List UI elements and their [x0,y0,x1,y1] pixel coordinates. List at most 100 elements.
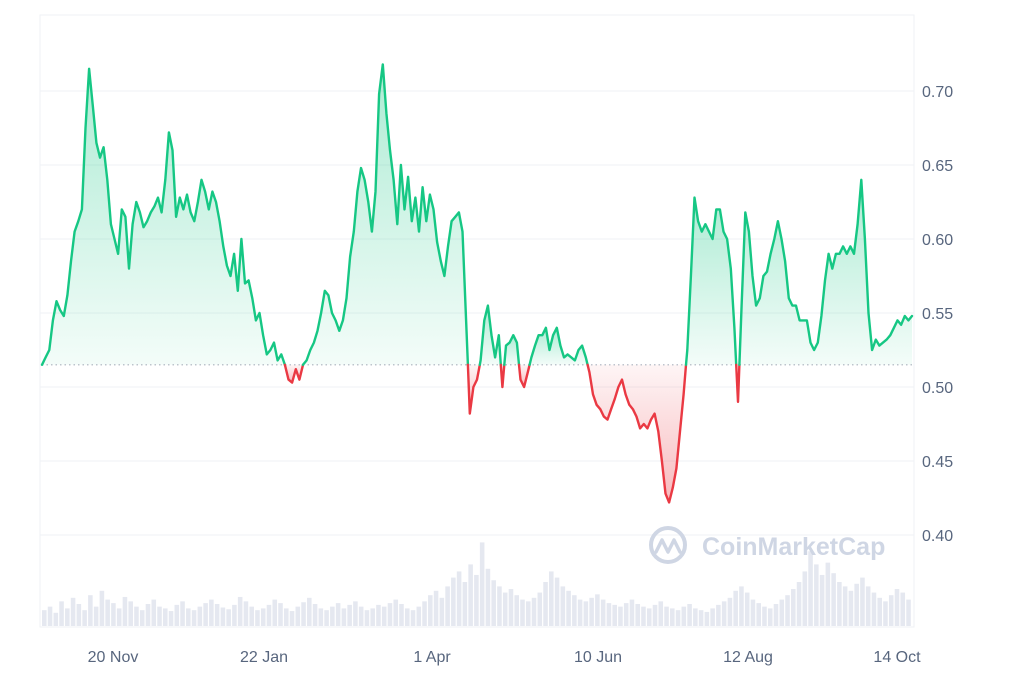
volume-bar [260,608,266,626]
volume-bar [203,603,208,626]
volume-bar [531,597,537,626]
volume-bar [606,603,612,626]
x-tick-label: 22 Jan [240,649,288,666]
volume-bar [842,586,848,626]
volume-bar [353,601,358,626]
volume-bar [295,606,301,626]
volume-bar [318,608,324,626]
volume-bar [428,595,433,626]
volume-bar [93,606,99,626]
volume-bar [802,571,808,626]
volume-bar [525,601,531,626]
volume-bar [162,608,168,626]
volume-bar [168,611,174,626]
volume-bar [767,608,773,626]
volume-bar [105,599,110,626]
volume-bar [243,601,249,626]
volume-bar [180,601,185,626]
volume-bar [307,597,312,626]
volume-bar [404,608,410,626]
price-line-down [586,363,688,504]
watermark-text: CoinMarketCap [702,533,885,561]
y-tick-label: 0.65 [922,158,953,175]
volume-bar [347,604,352,626]
volume-bar [157,606,162,626]
price-line-up [40,67,287,366]
volume-bar [744,592,750,626]
area-above-baseline [42,68,285,365]
volume-bar [76,604,82,626]
price-line-up [684,196,738,366]
price-line-up [478,304,502,366]
volume-bar [301,602,306,626]
volume-bar [387,603,393,626]
volume-bar [47,606,53,626]
volume-bar [410,610,416,626]
volume-bar [566,590,571,626]
price-area-fills [42,64,912,503]
x-tick-label: 10 Jun [574,649,622,666]
volume-bar [583,601,589,626]
volume-bar [762,606,767,626]
volume-bar [53,612,59,626]
price-line-down [517,363,531,389]
price-line-up [738,178,914,366]
volume-bar [335,603,341,626]
x-tick-label: 14 Oct [873,649,921,666]
volume-bar [266,604,272,626]
volume-bar [543,582,548,626]
volume-bar [128,601,133,626]
volume-bar [502,592,508,626]
volume-bar [860,577,865,626]
volume-bar [906,599,911,626]
volume-bar [848,590,854,626]
volume-bar [819,574,825,626]
volume-bar [808,551,813,626]
volume-bar [59,601,64,626]
volume-bar [814,564,819,626]
volume-bar [191,610,197,626]
volume-bar [358,606,364,626]
volume-bar [710,608,715,626]
volume-bar [865,586,871,626]
volume-bar [283,608,289,626]
volume-bar [82,610,87,626]
volume-bar [433,590,439,626]
volume-bar [122,596,128,626]
volume-bar [687,604,692,626]
volume-bar [652,604,658,626]
volume-bar [871,592,877,626]
volume-bar [670,608,675,626]
volume-bar [65,608,70,626]
y-tick-label: 0.45 [922,454,953,471]
price-line-up [503,334,521,366]
volume-bar [139,610,145,626]
volume-bar [111,603,116,626]
volume-bar [704,611,710,626]
volume-bar [779,599,785,626]
volume-bar [572,595,577,626]
volume-bar [255,610,260,626]
volume-bar [468,564,473,626]
volume-bar [197,606,203,626]
x-tick-label: 20 Nov [88,649,139,666]
volume-bar [623,603,629,626]
volume-bar [595,594,600,626]
volume-bar [209,599,214,626]
volume-bar [837,582,842,626]
volume-bar [508,589,514,626]
price-line-down [283,363,305,384]
volume-bar [716,604,721,626]
volume-bar [272,599,278,626]
volume-bar [629,599,635,626]
volume-bar [422,601,427,626]
volume-bar [462,582,468,626]
volume-bar [370,608,375,626]
area-above-baseline [504,335,519,365]
area-above-baseline [686,197,737,365]
volume-bar [675,610,681,626]
volume-bar [577,599,583,626]
volume-bar [445,586,450,626]
area-above-baseline [529,327,588,365]
y-axis-ticks: 0.70 0.65 0.60 0.55 0.50 0.45 0.40 [922,84,953,545]
